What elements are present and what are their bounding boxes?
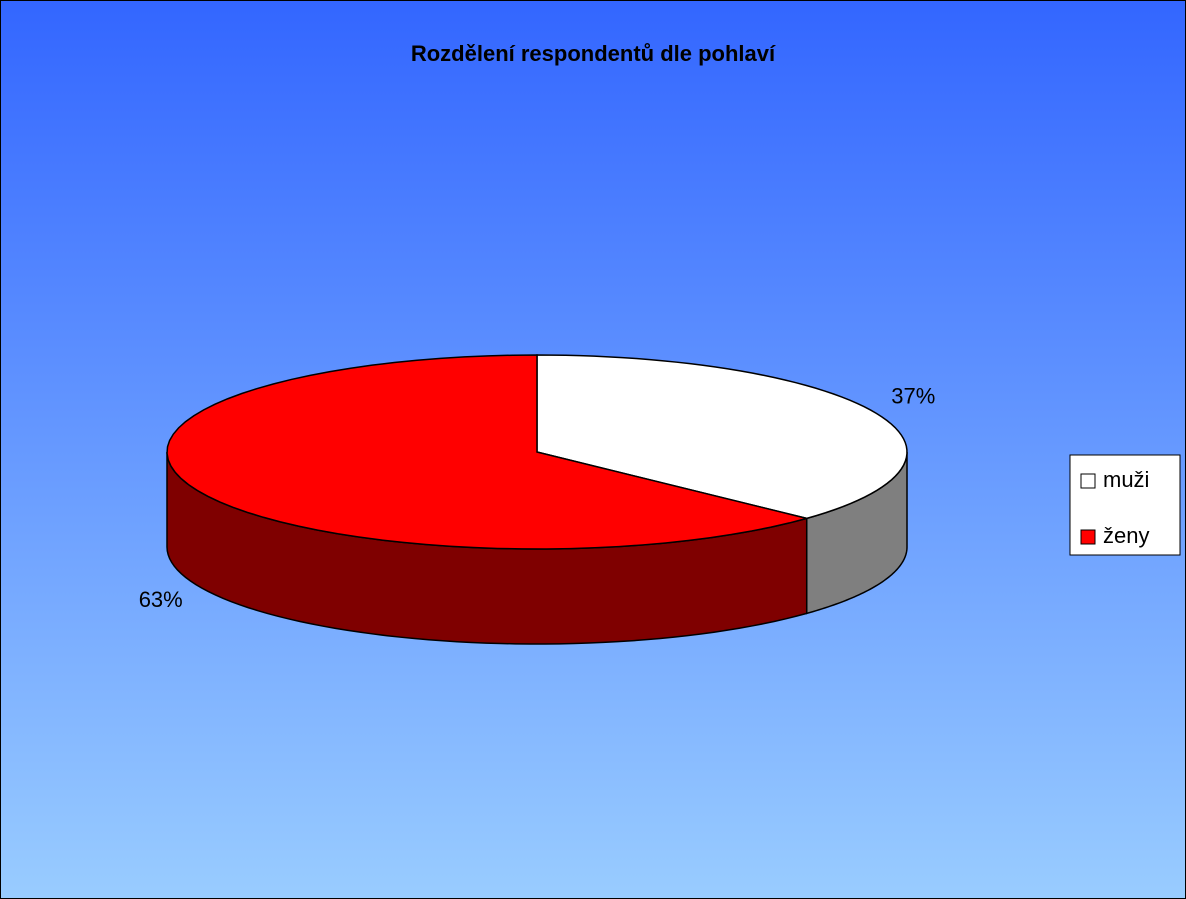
pie — [166, 354, 908, 645]
legend-label: muži — [1103, 467, 1149, 492]
legend-swatch — [1080, 529, 1096, 545]
legend-label: ženy — [1103, 523, 1149, 548]
data-label: 63% — [139, 587, 183, 612]
chart-title: Rozdělení respondentů dle pohlaví — [411, 41, 776, 66]
pie-slice — [166, 354, 807, 550]
pie-slice — [536, 354, 908, 520]
data-label: 37% — [891, 383, 935, 408]
legend-swatch — [1080, 473, 1096, 489]
